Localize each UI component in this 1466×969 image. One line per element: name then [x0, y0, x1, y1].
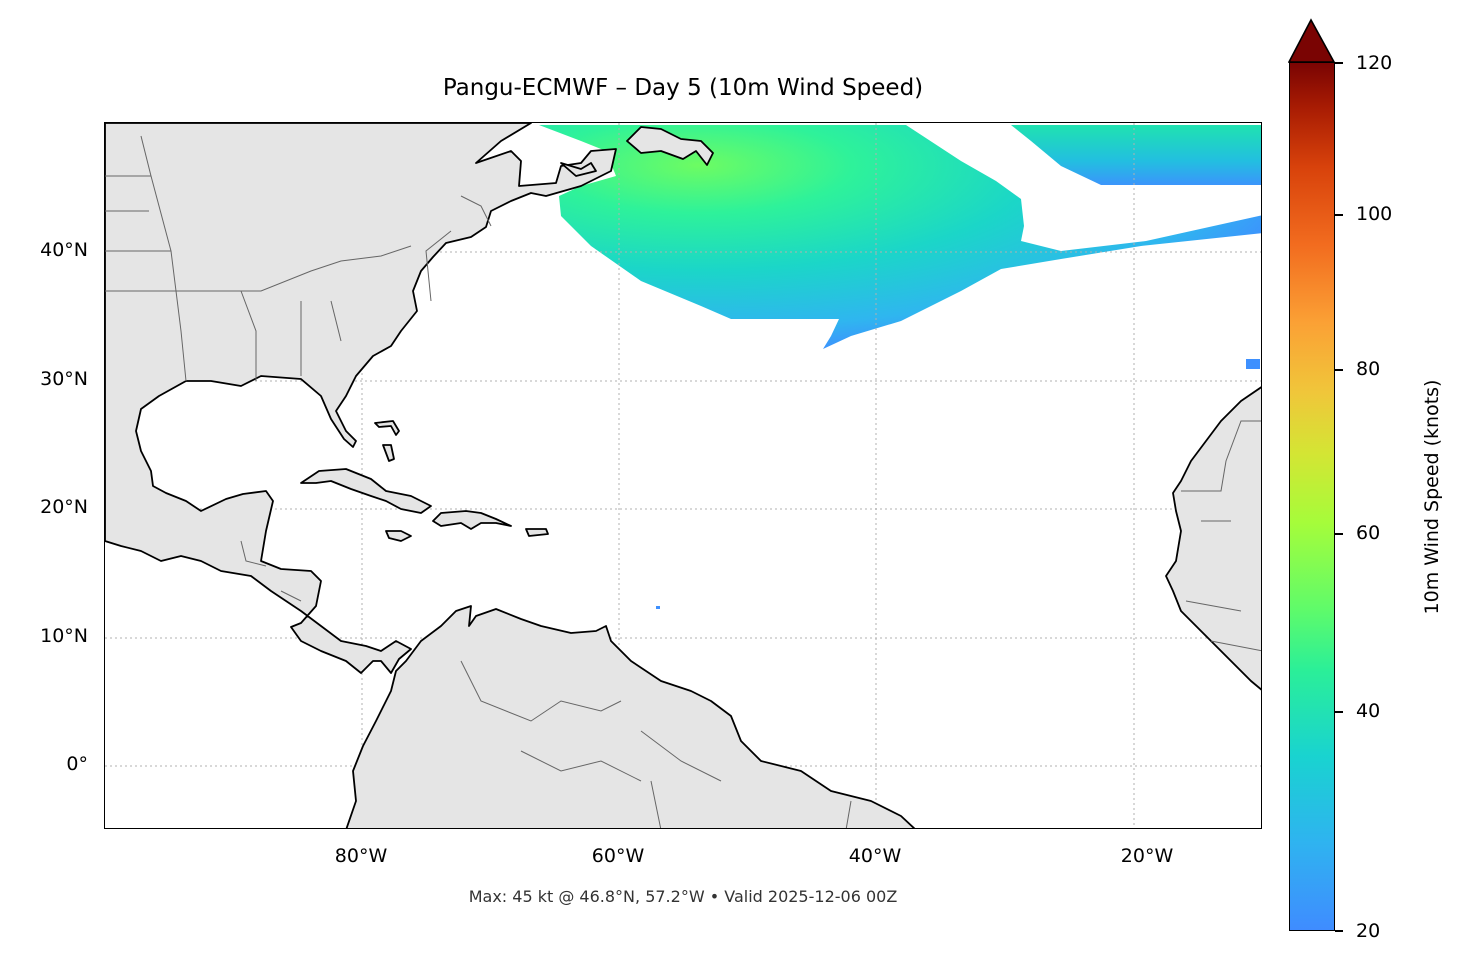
colorbar-label-60: 60 — [1356, 522, 1381, 544]
colorbar-label-20: 20 — [1356, 920, 1381, 942]
map-panel — [104, 122, 1262, 829]
map-canvas — [105, 123, 1261, 828]
y-tick-label-30n: 30°N — [40, 368, 88, 390]
x-tick-label-40w: 40°W — [848, 845, 902, 867]
colorbar-title: 10m Wind Speed (knots) — [1421, 379, 1443, 615]
colorbar — [1289, 62, 1335, 931]
colorbar-label-40: 40 — [1356, 700, 1381, 722]
colorbar-tick — [1335, 62, 1343, 64]
colorbar-tick — [1335, 711, 1343, 713]
land-africa — [1165, 386, 1261, 691]
x-tick-label-20w: 20°W — [1120, 845, 1174, 867]
land-north-america — [105, 123, 617, 674]
colorbar-tick — [1335, 369, 1343, 371]
y-tick-label-10n: 10°N — [40, 625, 88, 647]
colorbar-tick — [1335, 930, 1343, 932]
y-tick-label-equator: 0° — [66, 753, 88, 775]
x-tick-label-80w: 80°W — [334, 845, 388, 867]
gridlines — [105, 123, 1261, 828]
x-tick-label-60w: 60°W — [591, 845, 645, 867]
colorbar-label-120: 120 — [1356, 52, 1393, 74]
colorbar-tick — [1335, 214, 1343, 216]
colorbar-label-100: 100 — [1356, 203, 1393, 225]
chart-title: Pangu-ECMWF – Day 5 (10m Wind Speed) — [442, 75, 924, 101]
y-tick-label-40n: 40°N — [40, 239, 88, 261]
max-wind-valid-time-caption: Max: 45 kt @ 46.8°N, 57.2°W • Valid 2025… — [468, 887, 898, 906]
country-borders — [105, 135, 1261, 828]
colorbar-tick — [1335, 533, 1343, 535]
y-tick-label-20n: 20°N — [40, 496, 88, 518]
land-caribbean — [300, 126, 714, 542]
colorbar-label-80: 80 — [1356, 358, 1381, 380]
colorbar-extend-arrow — [1288, 18, 1336, 63]
land-south-america — [345, 605, 916, 828]
